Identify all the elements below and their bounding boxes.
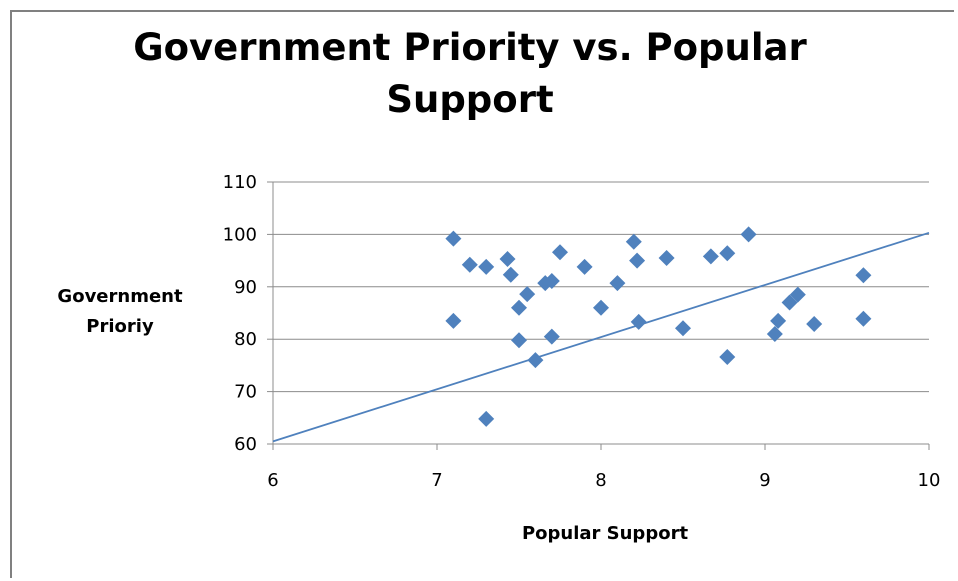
data-point-marker bbox=[625, 233, 642, 250]
data-point-marker bbox=[543, 273, 560, 290]
chart-title-line2: Support bbox=[386, 78, 554, 121]
y-tick-labels: 60 70 80 90 100 110 bbox=[223, 172, 257, 455]
x-axis-label: Popular Support bbox=[521, 523, 689, 544]
x-tick-label: 6 bbox=[267, 470, 278, 491]
data-point-marker bbox=[593, 299, 609, 316]
trendline-group bbox=[272, 231, 930, 443]
y-axis-label-line1: Government bbox=[57, 286, 183, 307]
data-point-marker bbox=[445, 312, 462, 329]
x-tick-label: 7 bbox=[431, 470, 442, 491]
data-point-marker bbox=[511, 299, 527, 316]
data-point-marker bbox=[552, 244, 568, 261]
data-point-marker bbox=[499, 251, 516, 268]
y-axis-label: Government Prioriy bbox=[40, 282, 200, 342]
x-tick-label: 9 bbox=[759, 470, 770, 491]
x-tick-label: 8 bbox=[595, 470, 606, 491]
data-point-marker bbox=[502, 266, 519, 283]
data-point-marker bbox=[478, 258, 495, 275]
data-point-marker bbox=[576, 258, 593, 275]
chart-title: Government Priority vs. Popular Support bbox=[110, 22, 830, 126]
x-tick-labels: 6 7 8 9 10 bbox=[267, 470, 940, 491]
data-point-marker bbox=[766, 325, 783, 342]
data-point-marker bbox=[519, 286, 536, 303]
data-point-marker bbox=[543, 328, 560, 345]
data-points bbox=[445, 226, 872, 427]
data-point-marker bbox=[630, 313, 647, 330]
data-point-marker bbox=[461, 256, 478, 273]
data-point-marker bbox=[855, 267, 872, 284]
data-point-marker bbox=[702, 248, 719, 265]
x-tick-label: 10 bbox=[918, 470, 941, 491]
data-point-marker bbox=[781, 294, 798, 311]
y-tick-label: 80 bbox=[234, 329, 257, 350]
data-point-marker bbox=[511, 332, 527, 349]
y-tick-label: 60 bbox=[234, 434, 257, 455]
trendline bbox=[272, 231, 930, 443]
data-point-marker bbox=[719, 245, 736, 262]
data-point-marker bbox=[609, 275, 626, 292]
y-tick-label: 100 bbox=[223, 224, 257, 245]
chart-title-line1: Government Priority vs. Popular bbox=[133, 26, 807, 69]
data-point-marker bbox=[789, 286, 806, 303]
data-point-marker bbox=[478, 410, 495, 427]
data-point-marker bbox=[658, 249, 675, 266]
y-tick-label: 110 bbox=[223, 172, 257, 193]
y-axis-label-line2: Prioriy bbox=[86, 316, 154, 337]
data-point-marker bbox=[629, 252, 646, 269]
data-point-marker bbox=[770, 312, 787, 329]
data-point-marker bbox=[855, 310, 872, 327]
data-point-marker bbox=[806, 316, 823, 333]
y-tick-label: 70 bbox=[234, 382, 257, 403]
data-point-marker bbox=[675, 320, 691, 337]
axes bbox=[267, 181, 930, 450]
gridlines bbox=[273, 181, 929, 393]
y-tick-label: 90 bbox=[234, 277, 257, 298]
data-point-marker bbox=[719, 349, 736, 366]
data-point-marker bbox=[445, 230, 462, 247]
data-point-marker bbox=[740, 226, 757, 243]
data-point-marker bbox=[527, 352, 544, 369]
